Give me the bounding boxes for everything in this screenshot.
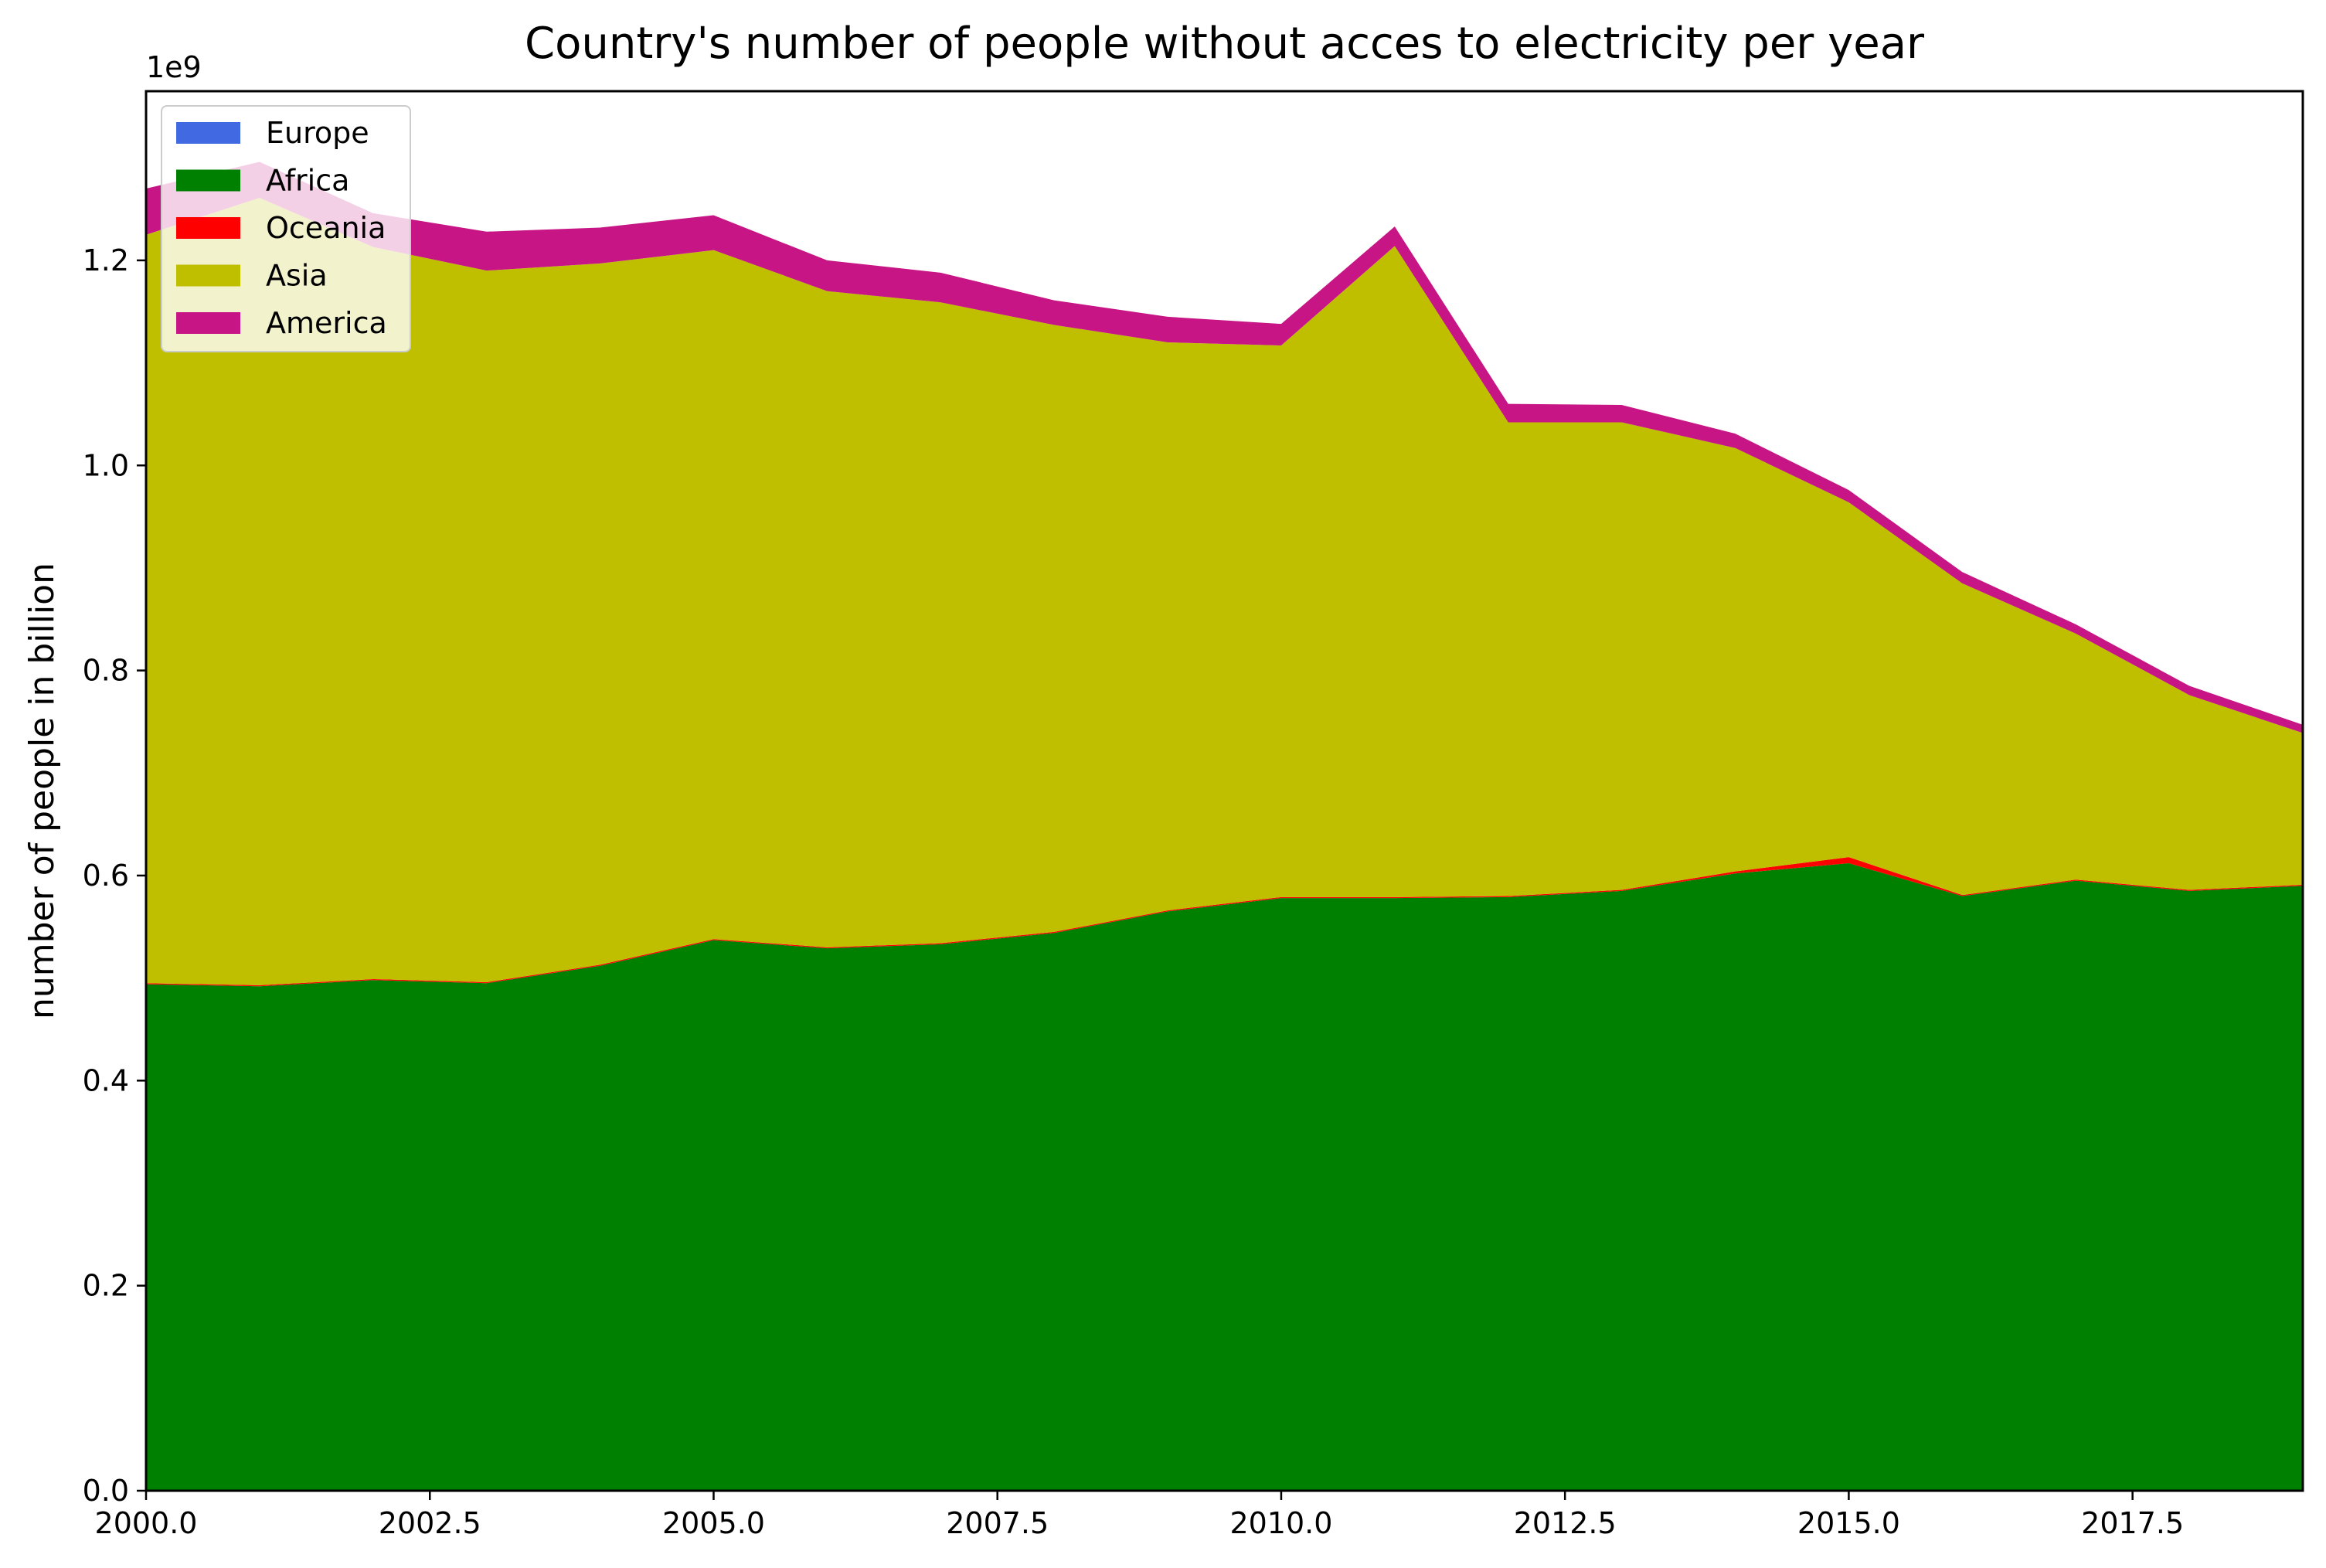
legend-label-africa: Africa bbox=[266, 164, 349, 198]
areas-layer bbox=[146, 162, 2303, 1491]
legend-swatch-oceania bbox=[176, 217, 240, 239]
area-africa bbox=[146, 863, 2303, 1491]
x-ticks-layer: 2000.0 2002.5 2005.0 2007.5 2010.0 2012.5 2015… bbox=[95, 1491, 2184, 1540]
legend: Europe Africa Oceania Asia America bbox=[161, 105, 411, 352]
y-tick-label: 0.8 bbox=[83, 654, 129, 688]
y-tick-label: 0.0 bbox=[83, 1474, 129, 1508]
y-tick-label: 0.6 bbox=[83, 859, 129, 893]
legend-label-europe: Europe bbox=[266, 116, 369, 150]
legend-label-oceania: Oceania bbox=[266, 211, 386, 245]
y-axis-label: number of people in billion bbox=[22, 563, 62, 1019]
chart-title: Country's number of people without acces… bbox=[525, 19, 1925, 69]
legend-swatch-africa bbox=[176, 169, 240, 192]
x-tick-label: 2017.5 bbox=[2081, 1506, 2184, 1540]
x-tick-label: 2012.5 bbox=[1514, 1506, 1617, 1540]
x-tick-label: 2000.0 bbox=[95, 1506, 198, 1540]
legend-label-america: America bbox=[266, 306, 387, 340]
x-tick-label: 2015.0 bbox=[1797, 1506, 1900, 1540]
legend-swatch-europe bbox=[176, 122, 240, 144]
legend-swatch-america bbox=[176, 312, 240, 334]
y-tick-label: 0.4 bbox=[83, 1063, 129, 1097]
legend-label-asia: Asia bbox=[266, 259, 328, 293]
legend-swatch-asia bbox=[176, 264, 240, 287]
x-tick-label: 2002.5 bbox=[379, 1506, 481, 1540]
x-tick-label: 2007.5 bbox=[946, 1506, 1049, 1540]
x-tick-label: 2010.0 bbox=[1229, 1506, 1332, 1540]
y-tick-label: 0.2 bbox=[83, 1269, 129, 1303]
plot-frame bbox=[145, 90, 2304, 1492]
y-ticks-layer: 0.0 0.2 0.4 0.6 0.8 1.0 1.2 bbox=[83, 243, 146, 1508]
y-tick-label: 1.2 bbox=[83, 243, 129, 277]
legend-box bbox=[161, 105, 411, 352]
y-tick-label: 1.0 bbox=[83, 448, 129, 482]
area-asia bbox=[146, 197, 2303, 985]
y-offset-label: 1e9 bbox=[146, 50, 202, 84]
x-tick-label: 2005.0 bbox=[662, 1506, 765, 1540]
